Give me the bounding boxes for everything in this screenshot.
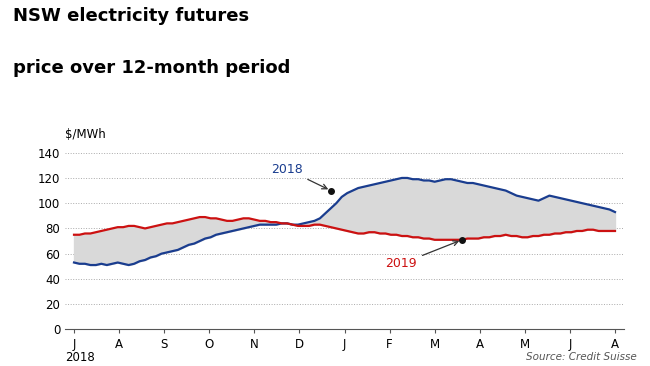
Text: 2018: 2018 (271, 163, 327, 189)
Text: NSW electricity futures: NSW electricity futures (13, 7, 249, 25)
Text: 2019: 2019 (385, 241, 458, 270)
Text: price over 12-month period: price over 12-month period (13, 59, 291, 76)
Text: 2018: 2018 (65, 351, 95, 365)
Text: Source: Credit Suisse: Source: Credit Suisse (526, 352, 637, 362)
Text: $/MWh: $/MWh (65, 128, 106, 141)
